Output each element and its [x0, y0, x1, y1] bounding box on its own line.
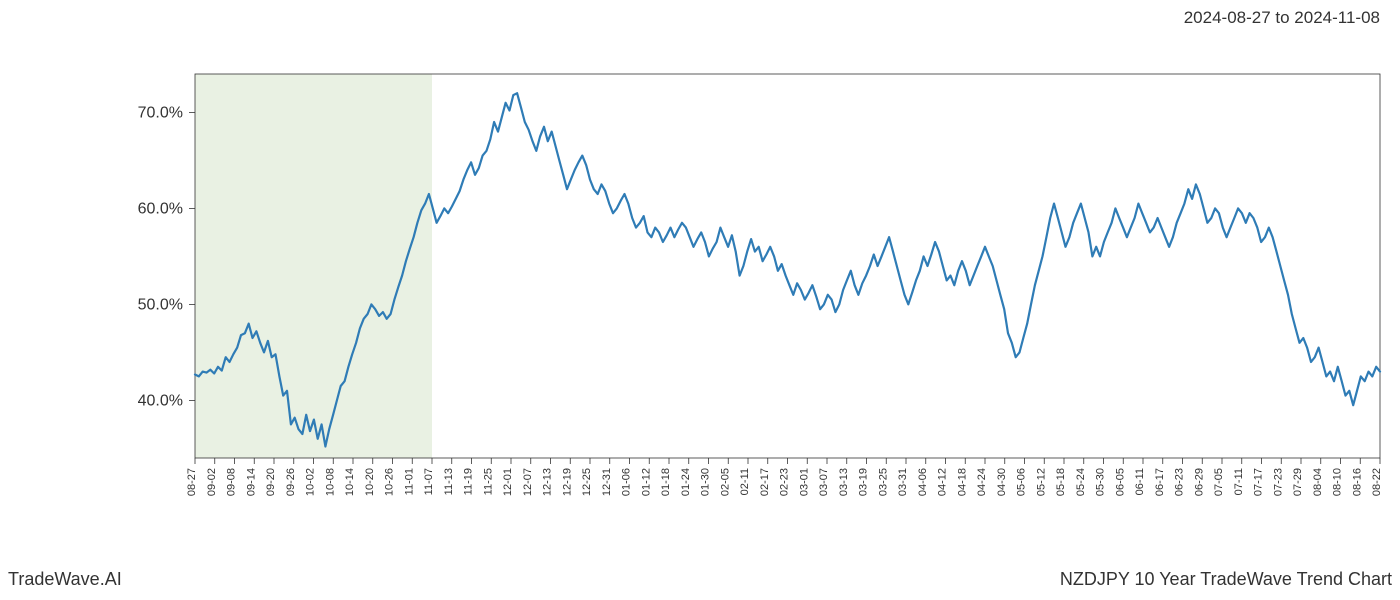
y-tick-label: 40.0% [138, 392, 183, 409]
x-tick-label: 04-30 [996, 468, 1008, 496]
x-tick-label: 11-19 [463, 468, 475, 495]
chart-svg: 40.0% 50.0% 60.0% 70.0% 08-27 09-02 09-08 09-14… [0, 58, 1400, 498]
x-tick-label: 12-19 [561, 468, 573, 496]
x-tick-label: 06-05 [1114, 468, 1126, 496]
x-tick-label: 01-18 [660, 468, 672, 496]
x-tick-label: 12-13 [542, 468, 554, 496]
x-tick-label: 04-12 [937, 468, 949, 496]
x-tick-label: 06-23 [1174, 468, 1186, 496]
x-tick-label: 04-18 [956, 468, 968, 496]
x-tick-label: 02-05 [719, 468, 731, 496]
x-tick-label: 06-29 [1193, 468, 1205, 496]
highlight-band [195, 74, 432, 458]
x-tick-label: 08-27 [186, 468, 198, 496]
x-tick-label: 12-31 [601, 468, 613, 496]
x-tick-label: 03-19 [858, 468, 870, 496]
footer-brand-label: TradeWave.AI [8, 569, 122, 590]
y-tick-label: 60.0% [138, 200, 183, 217]
x-tick-label: 05-18 [1055, 468, 1067, 496]
x-tick-label: 05-30 [1095, 468, 1107, 496]
footer-chart-title: NZDJPY 10 Year TradeWave Trend Chart [1060, 569, 1392, 590]
x-tick-label: 10-14 [344, 468, 356, 496]
x-tick-label: 10-08 [324, 468, 336, 496]
x-tick-label: 12-01 [502, 468, 514, 496]
x-tick-label: 01-24 [680, 468, 692, 496]
x-tick-label: 01-06 [621, 468, 633, 496]
x-tick-label: 11-25 [482, 468, 494, 495]
x-tick-label: 07-05 [1213, 468, 1225, 496]
x-tick-label: 07-29 [1292, 468, 1304, 496]
x-tick-label: 08-16 [1351, 468, 1363, 496]
x-tick-label: 11-13 [443, 468, 455, 495]
x-tick-label: 11-01 [403, 468, 415, 495]
x-tick-label: 09-14 [245, 468, 257, 496]
x-tick-label: 02-11 [739, 468, 751, 495]
x-tick-label: 10-20 [364, 468, 376, 496]
trend-chart: 40.0% 50.0% 60.0% 70.0% 08-27 09-02 09-08 09-14… [0, 58, 1400, 498]
x-tick-label: 03-01 [798, 468, 810, 496]
x-tick-label: 02-23 [779, 468, 791, 496]
y-tick-label: 50.0% [138, 296, 183, 313]
x-tick-label: 08-22 [1371, 468, 1383, 496]
x-tick-label: 04-24 [976, 468, 988, 496]
x-tick-label: 03-25 [877, 468, 889, 496]
y-tick-label: 70.0% [138, 104, 183, 121]
x-tick-label: 09-20 [265, 468, 277, 496]
x-tick-label: 09-02 [206, 468, 218, 496]
x-tick-label: 02-17 [759, 468, 771, 496]
x-tick-label: 10-26 [384, 468, 396, 496]
x-tick-label: 07-23 [1272, 468, 1284, 496]
x-tick-label: 06-11 [1134, 468, 1146, 495]
date-range-label: 2024-08-27 to 2024-11-08 [1184, 8, 1380, 28]
x-tick-label: 07-17 [1253, 468, 1265, 496]
x-tick-label: 10-02 [305, 468, 317, 496]
x-tick-label: 09-08 [226, 468, 238, 496]
x-tick-label: 03-31 [897, 468, 909, 496]
x-tick-label: 01-30 [700, 468, 712, 496]
x-tick-label: 05-12 [1035, 468, 1047, 496]
x-tick-label: 08-04 [1312, 468, 1324, 496]
x-tick-label: 06-17 [1154, 468, 1166, 496]
x-tick-label: 05-24 [1075, 468, 1087, 496]
x-tick-label: 01-12 [640, 468, 652, 496]
x-tick-label: 03-13 [838, 468, 850, 496]
x-tick-label: 09-26 [285, 468, 297, 496]
x-tick-label: 04-06 [917, 468, 929, 496]
x-tick-label: 07-11 [1233, 468, 1245, 495]
x-tick-label: 11-07 [423, 468, 435, 495]
x-tick-label: 03-07 [818, 468, 830, 496]
x-tick-label: 12-07 [522, 468, 534, 496]
x-tick-label: 05-06 [1016, 468, 1028, 496]
x-tick-label: 08-10 [1332, 468, 1344, 496]
x-tick-label: 12-25 [581, 468, 593, 496]
